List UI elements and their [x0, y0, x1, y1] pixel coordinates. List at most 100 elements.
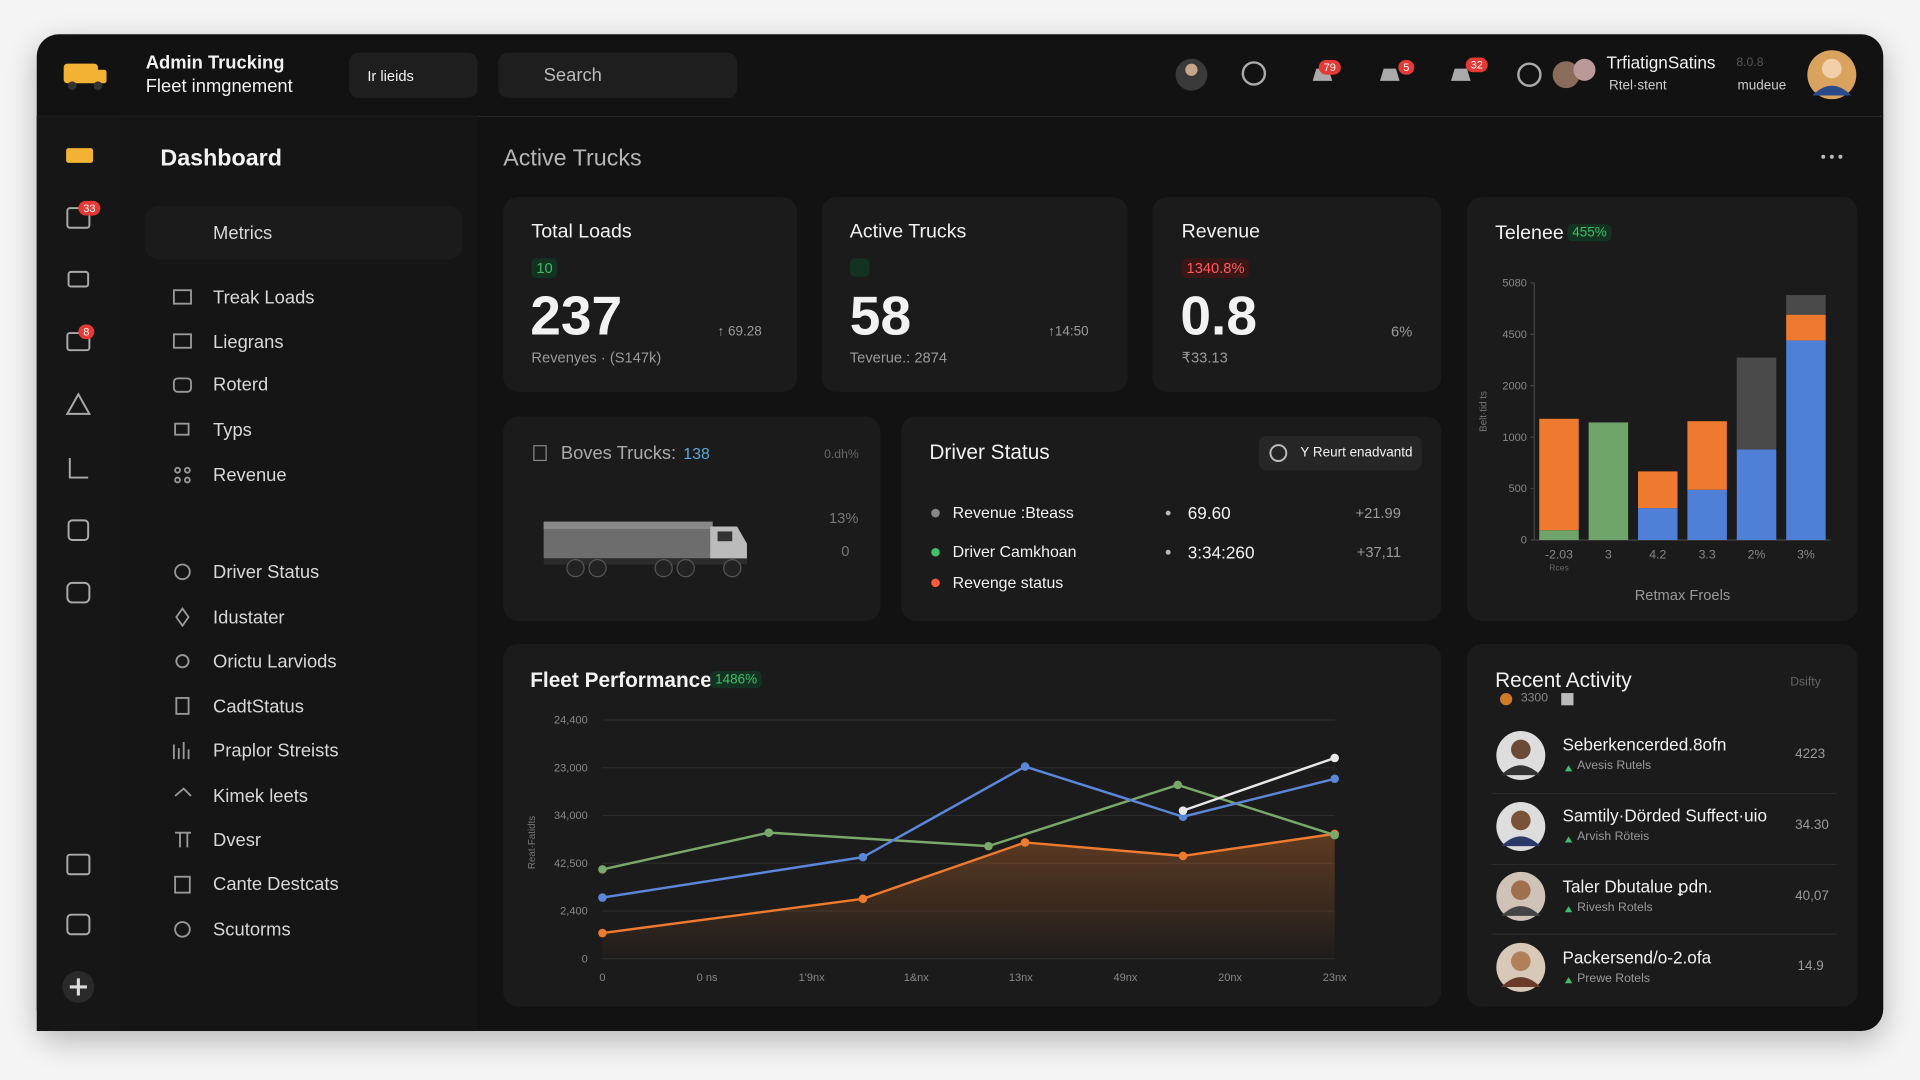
nav-item[interactable]: Roterd	[213, 374, 269, 396]
bar-segment	[1736, 449, 1777, 541]
kpi-delta: 6%	[1391, 323, 1413, 341]
kpi-title: Revenue	[1181, 221, 1261, 243]
bar-segment	[1588, 422, 1629, 541]
point	[1330, 753, 1339, 763]
nav-group[interactable]: Metrics	[213, 222, 273, 244]
metrics-group[interactable]	[144, 205, 463, 260]
boves-stat: 0	[841, 542, 850, 560]
activity-name: Packersend/o-2.ofa	[1562, 947, 1712, 968]
y-tick-label: 2,400	[560, 906, 588, 918]
kpi-badge: 10	[531, 258, 558, 278]
nav-item[interactable]: Liegrans	[213, 331, 284, 353]
kpi-card	[821, 197, 1128, 392]
nav-item[interactable]: Treak Loads	[213, 287, 315, 309]
point	[1330, 830, 1339, 840]
logo	[63, 63, 107, 91]
nav-item[interactable]: Cante Destcats	[213, 874, 339, 896]
y-tick-label: 2000	[1502, 380, 1527, 392]
bar-segment	[1736, 357, 1777, 450]
nav-item[interactable]: CadtStatus	[213, 696, 304, 718]
nav-item[interactable]: Orictu Larviods	[213, 651, 337, 673]
kpi-badge-icon	[849, 258, 870, 277]
x-tick-label: 2%	[1748, 547, 1766, 561]
filter-dropdown[interactable]	[348, 52, 478, 98]
chart-title: Fleet Performance	[530, 668, 712, 692]
bar-segment	[1539, 418, 1579, 531]
x-note: Rces	[1549, 563, 1569, 573]
recent-title: Recent Activity	[1495, 668, 1632, 692]
status-dots	[931, 508, 1171, 588]
bar-segment	[1786, 314, 1826, 341]
nav-item[interactable]: Typs	[213, 420, 252, 441]
recent-corner: Dsifty	[1790, 675, 1821, 690]
point	[1020, 762, 1030, 771]
nav-item[interactable]: Kimek leets	[213, 786, 308, 807]
y-tick-label: 23,000	[554, 762, 588, 774]
point	[598, 928, 607, 938]
activity-sub: Rivesh Rotels	[1577, 901, 1653, 915]
kpi-card	[1152, 197, 1442, 392]
user-name: TrfiatignSatins	[1606, 52, 1716, 73]
badge: 79	[1318, 60, 1341, 75]
nav-item[interactable]: Idustater	[213, 607, 285, 629]
bar-segment	[1539, 530, 1579, 541]
activity-sub: Arvish Röteis	[1577, 830, 1650, 844]
bar-segment	[1638, 471, 1678, 509]
y-axis-label: Reat·Fatidts	[527, 816, 538, 869]
kpi-delta: ↑14:50	[1048, 324, 1089, 340]
user-status: mudeue	[1737, 78, 1787, 94]
point	[1178, 806, 1188, 815]
bar-segment	[1687, 489, 1727, 541]
kpi-title: Active Trucks	[849, 221, 967, 243]
search-box[interactable]	[498, 52, 738, 98]
nav-panel	[120, 116, 478, 1032]
y-tick-label: 1000	[1502, 432, 1527, 444]
kpi-badge: 1340.8%	[1181, 258, 1250, 278]
kpi-value: 237	[530, 284, 623, 347]
y-tick-label: 34,000	[554, 810, 588, 822]
point	[858, 852, 868, 862]
recent-count: 3300	[1520, 691, 1549, 706]
nav-item[interactable]: Driver Status	[213, 562, 320, 583]
nav-item[interactable]: Praplor Streists	[213, 740, 339, 762]
rail-badge: 8	[78, 324, 95, 340]
y-tick-label: 42,500	[554, 858, 588, 870]
boves-card	[503, 416, 881, 621]
x-tick-label: -2.03	[1545, 547, 1573, 561]
status-value: 69.60	[1187, 503, 1231, 523]
truck-illustration	[533, 445, 747, 578]
rail-badge: 33	[78, 200, 101, 216]
boves-stat: 13%	[828, 509, 859, 527]
filter-label: Ir lieids	[367, 67, 414, 85]
kpi-sub: ₹33.13	[1181, 348, 1228, 367]
badge: 5	[1398, 60, 1415, 75]
bar-segment	[1786, 340, 1826, 541]
point	[1178, 851, 1188, 861]
y-tick-label: 0	[582, 953, 588, 965]
point	[858, 894, 868, 904]
point	[1330, 774, 1339, 784]
report-button-label[interactable]: Y Reurt enadvantd	[1300, 445, 1413, 461]
point	[598, 893, 607, 902]
activity-value: 40,07	[1795, 888, 1829, 904]
nav-item[interactable]: Revenue	[213, 465, 287, 487]
badge: 32	[1465, 57, 1488, 73]
kpi-card	[503, 197, 798, 392]
chart-title: Telenee	[1495, 222, 1564, 244]
boves-corner: 0.dh%	[824, 448, 859, 462]
brand-subtitle: Fleet inmgnement	[145, 75, 293, 97]
activity-value: 34.30	[1795, 817, 1829, 833]
point	[1178, 812, 1188, 822]
nav-item[interactable]: Scutorms	[213, 919, 291, 941]
point	[1020, 838, 1030, 847]
brand-title: Admin Trucking	[145, 52, 285, 74]
nav-title: Dashboard	[160, 145, 282, 172]
x-tick-label: 0	[599, 972, 605, 984]
add-icon	[69, 978, 87, 996]
nav-item[interactable]: Dvesr	[213, 830, 262, 852]
activity-value: 14.9	[1797, 958, 1824, 974]
point	[598, 865, 607, 874]
